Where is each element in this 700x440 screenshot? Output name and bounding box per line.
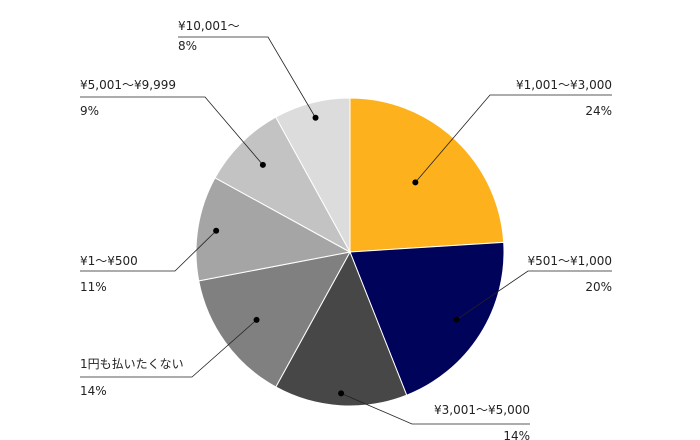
pie-slice — [198, 251, 351, 388]
slice-percent-label: 11% — [80, 280, 107, 294]
slice-category-label: ¥3,001〜¥5,000 — [434, 403, 530, 417]
leader-line — [80, 230, 217, 272]
slice-percent-label: 9% — [80, 104, 99, 118]
pie-slice — [275, 250, 408, 407]
leader-line — [80, 319, 257, 378]
pie-labels: ¥1,001〜¥3,000 24% ¥501〜¥1,000 20% ¥3,001〜¥5,… — [80, 19, 612, 440]
leader-line — [415, 94, 612, 183]
pie-slice — [195, 177, 352, 282]
leader-line — [80, 96, 264, 166]
slice-category-label: ¥5,001〜¥9,999 — [80, 78, 176, 92]
leader-dot — [338, 390, 345, 397]
pie-slice — [349, 241, 505, 396]
leader-dot — [312, 114, 319, 121]
slice-percent-label: 20% — [585, 280, 612, 294]
slice-percent-label: 24% — [585, 104, 612, 118]
pie-slice — [214, 116, 352, 254]
slice-percent-label: 14% — [503, 429, 530, 440]
leader-dot — [259, 161, 266, 168]
slice-percent-label: 14% — [80, 384, 107, 398]
slice-category-label: ¥1〜¥500 — [80, 254, 138, 268]
slice-category-label: 1円も払いたくない — [80, 357, 184, 371]
leader-dot — [213, 227, 220, 234]
leader-line — [178, 36, 316, 118]
pie-slices — [195, 97, 505, 407]
slice-category-label: ¥501〜¥1,000 — [527, 254, 612, 268]
leader-dot — [412, 179, 419, 186]
leader-line — [340, 393, 530, 425]
leader-line — [456, 270, 612, 320]
slice-category-label: ¥10,001〜 — [178, 19, 240, 33]
slice-percent-label: 8% — [178, 39, 197, 53]
pie-slice — [349, 97, 505, 253]
pie-slice — [275, 97, 351, 253]
leader-dot — [453, 316, 460, 323]
leader-dot — [253, 316, 260, 323]
slice-category-label: ¥1,001〜¥3,000 — [516, 78, 612, 92]
